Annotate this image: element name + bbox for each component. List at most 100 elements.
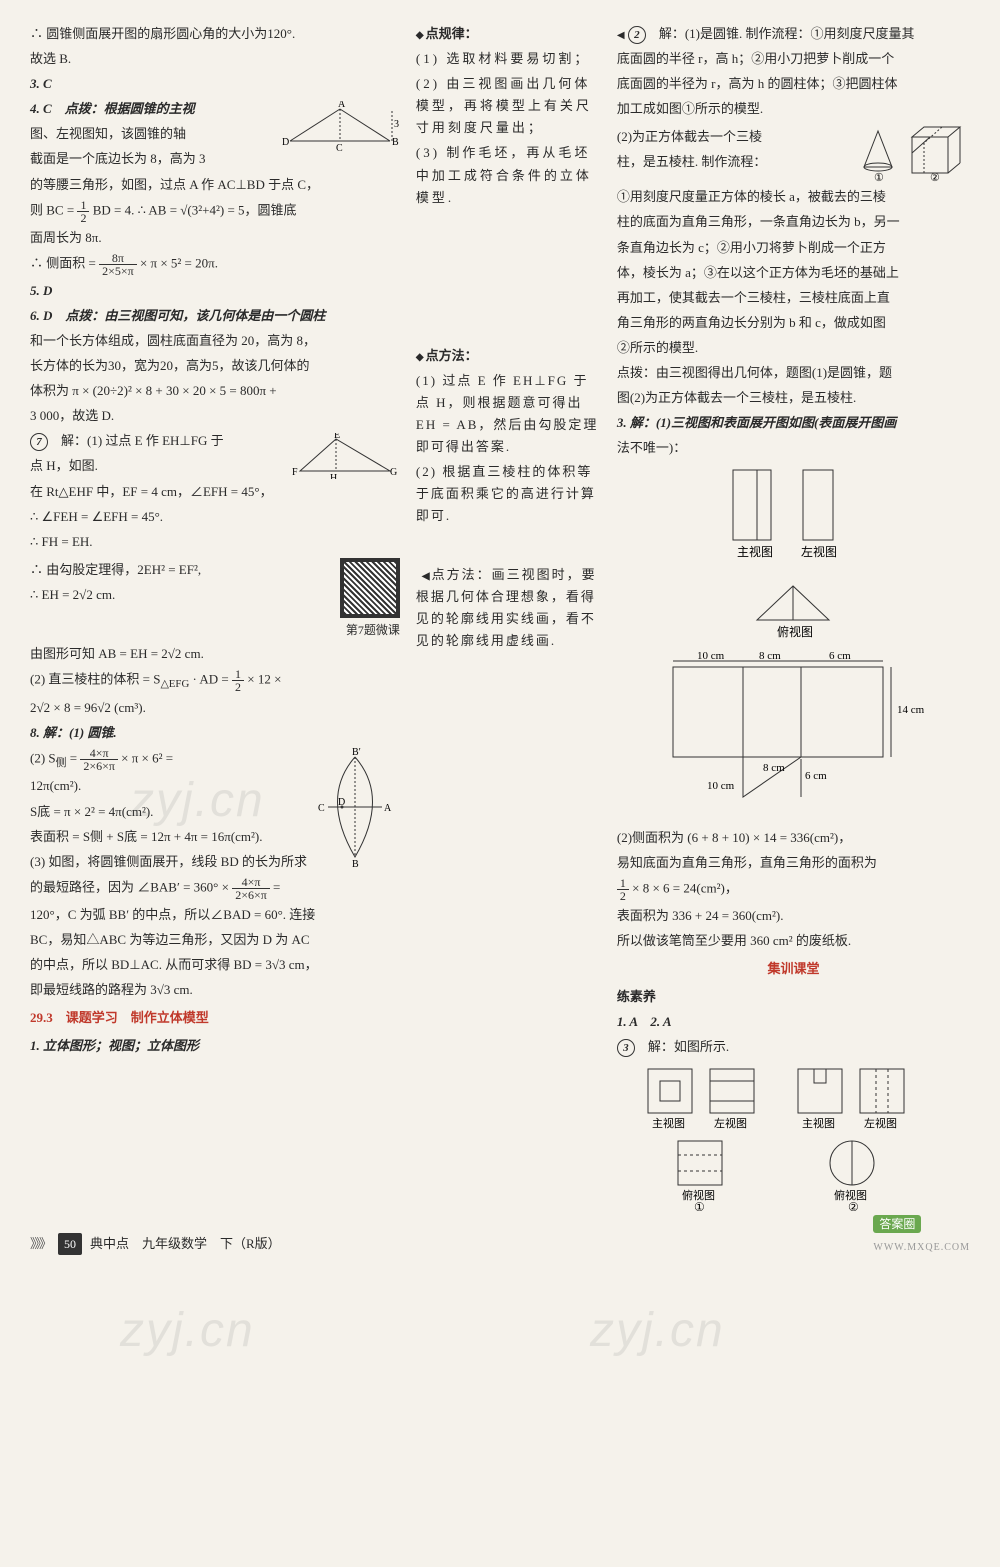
section-title: 29.3 课题学习 制作立体模型: [30, 1007, 400, 1029]
text: 底面圆的半径 r，高 h；②用小刀把萝卜削成一个: [617, 48, 970, 70]
watermark: zyj.cn: [590, 1290, 725, 1372]
text: 加工成如图①所示的模型.: [617, 98, 970, 120]
circled-3: 3: [617, 1039, 635, 1057]
q8: 8. 解：(1) 圆锥.: [30, 725, 117, 740]
svg-text:8 cm: 8 cm: [759, 650, 781, 662]
text: 则 BC = 12 BD = 4. ∴ AB = √(3²+4²) = 5，圆锥…: [30, 199, 400, 224]
q3: 3. 解：(1)三视图和表面展开图如图(表面展开图画: [617, 415, 897, 430]
net-figure: 10 cm 8 cm 6 cm 14 cm 8 cm 10 cm 6 cm: [617, 647, 970, 824]
svg-text:主视图: 主视图: [802, 1116, 835, 1130]
text: 长方体的长为30，宽为20，高为5，故该几何体的: [30, 355, 400, 377]
hint-text: (2) 由三视图画出几何体模型，再将模型上有关尺寸用刻度尺量出；: [416, 73, 601, 139]
text: 体积为 π × (20÷2)² × 8 + 30 × 20 × 5 = 800π…: [30, 380, 400, 402]
three-views: 主视图 左视图 俯视图: [617, 462, 970, 646]
text: 法不唯一)：: [617, 437, 970, 459]
text: 的中点，所以 BD⊥AC. 从而可求得 BD = 3√3 cm，: [30, 954, 400, 976]
text: 由图形可知 AB = EH = 2√2 cm.: [30, 643, 400, 665]
svg-text:E: E: [334, 433, 340, 441]
svg-text:左视图: 左视图: [864, 1116, 897, 1130]
qr-caption: 第7题微课: [30, 620, 400, 640]
text: 的等腰三角形，如图，过点 A 作 AC⊥BD 于点 C，: [30, 174, 400, 196]
svg-text:10 cm: 10 cm: [707, 780, 735, 792]
svg-text:C: C: [336, 143, 343, 151]
svg-text:H: H: [330, 473, 337, 479]
svg-text:左视图: 左视图: [801, 544, 837, 559]
svg-text:A: A: [384, 803, 392, 814]
text: 120°，C 为弧 BB′ 的中点，所以∠BAD = 60°. 连接: [30, 904, 400, 926]
text: ②所示的模型.: [617, 337, 970, 359]
footer-title: 典中点 九年级数学 下（R版）: [90, 1233, 281, 1255]
q4: 4. C 点拨：根据圆锥的主视: [30, 101, 195, 116]
svg-text:D: D: [282, 137, 289, 148]
svg-text:②: ②: [930, 172, 940, 183]
svg-text:C: C: [318, 803, 325, 814]
site-logo: 答案圈 WWW.MXQE.COM: [873, 1213, 970, 1257]
svg-text:F: F: [292, 467, 298, 478]
text: 底面圆的半径为 r，高为 h 的圆柱体；③把圆柱体: [617, 73, 970, 95]
text: 点拨：由三视图得出几何体，题图(1)是圆锥，题: [617, 365, 892, 380]
text: 2√2 × 8 = 96√2 (cm³).: [30, 697, 400, 719]
text: 表面积为 336 + 24 = 360(cm²).: [617, 905, 970, 927]
svg-text:主视图: 主视图: [652, 1116, 685, 1130]
text: 易知底面为直角三角形，直角三角形的面积为: [617, 852, 970, 874]
s1: 1. 立体图形；视图；立体图形: [30, 1038, 199, 1053]
text: 图(2)为正方体截去一个三棱柱，是五棱柱.: [617, 387, 970, 409]
text: ∴ ∠FEH = ∠EFH = 45°.: [30, 506, 400, 528]
q6: 6. D 点拨：由三视图可知，该几何体是由一个圆柱: [30, 308, 325, 323]
text: 和一个长方体组成，圆柱底面直径为 20，高为 8，: [30, 330, 400, 352]
svg-text:俯视图: 俯视图: [777, 624, 813, 639]
text: 在 Rt△EHF 中，EF = 4 cm，∠EFH = 45°，: [30, 481, 400, 503]
svg-text:B: B: [352, 859, 359, 867]
page-footer: 》》》 50 典中点 九年级数学 下（R版）: [0, 1229, 1000, 1271]
hint-text: (2) 根据直三棱柱的体积等于底面积乘它的高进行计算即可.: [416, 461, 601, 527]
hint-text: (1) 选取材料要易切割；: [416, 48, 601, 70]
svg-text:①: ①: [874, 172, 884, 183]
text: 所以做该笔筒至少要用 360 cm² 的废纸板.: [617, 930, 970, 952]
left-column: ∴ 圆锥侧面展开图的扇形圆心角的大小为120°. 故选 B. 3. C 4. C…: [30, 20, 400, 1219]
qr-code: [340, 558, 400, 618]
triangle-figure: A D B C 8 3: [280, 101, 400, 151]
text: ①用刻度尺度量正方体的棱长 a，被截去的三棱: [617, 186, 970, 208]
svg-text:8 cm: 8 cm: [763, 762, 785, 774]
solids-figure: ① ②: [860, 123, 970, 183]
text: 故选 B.: [30, 48, 400, 70]
triangle-efg: E F H G: [290, 433, 400, 479]
circled-7: 7: [30, 433, 48, 451]
svg-text:②: ②: [848, 1200, 859, 1211]
text: 12 × 8 × 6 = 24(cm²)，: [617, 877, 970, 902]
text: ∴ 圆锥侧面展开图的扇形圆心角的大小为120°.: [30, 23, 400, 45]
text: (2)侧面积为 (6 + 8 + 10) × 14 = 336(cm²)，: [617, 827, 970, 849]
middle-column: 点规律： (1) 选取材料要易切割； (2) 由三视图画出几何体模型，再将模型上…: [416, 20, 601, 1219]
text: 条直角边长为 c；②用小刀将萝卜削成一个正方: [617, 237, 970, 259]
text: 再加工，使其截去一个三棱柱，三棱柱底面上直: [617, 287, 970, 309]
svg-text:6 cm: 6 cm: [829, 650, 851, 662]
svg-text:B: B: [392, 137, 399, 148]
svg-text:主视图: 主视图: [737, 544, 773, 559]
text: (2) 直三棱柱的体积 = S△EFG · AD = 12 × 12 ×: [30, 668, 400, 693]
text: 截面是一个底边长为 8，高为 3: [30, 148, 400, 170]
footer-arrows: 》》》: [30, 1233, 50, 1255]
hint-text: 点方法：画三视图时，要根据几何体合理想象，看得见的轮廓线用实线画，看不见的轮廓线…: [416, 564, 601, 652]
page-number: 50: [58, 1233, 82, 1255]
svg-text:左视图: 左视图: [714, 1116, 747, 1130]
text: 3 000，故选 D.: [30, 405, 400, 427]
text: 柱的底面为直角三角形，一条直角边长为 b，另一: [617, 211, 970, 233]
sub-heading: 练素养: [617, 989, 656, 1004]
text: 体，棱长为 a；③在以这个正方体为毛坯的基础上: [617, 262, 970, 284]
svg-text:G: G: [390, 467, 397, 478]
text: 即最短线路的路程为 3√3 cm.: [30, 979, 400, 1001]
svg-text:3: 3: [394, 119, 399, 130]
text: 的最短路径，因为 ∠BAB′ = 360° × 4×π2×6×π =: [30, 876, 400, 901]
q5: 5. D: [30, 283, 52, 298]
text: ∴ 侧面积 = 8π2×5×π × π × 5² = 20π.: [30, 252, 400, 277]
q3: 3. C: [30, 73, 400, 95]
views-grid: 主视图左视图 主视图左视图 俯视图俯视图 ①②: [617, 1061, 970, 1218]
svg-text:D: D: [338, 797, 345, 808]
circled-2: 2: [628, 26, 646, 44]
section-heading: 集训课堂: [617, 958, 970, 980]
svg-text:B′: B′: [352, 747, 361, 758]
hint-title: 点方法：: [416, 345, 601, 367]
svg-text:14 cm: 14 cm: [897, 704, 925, 716]
hint-text: (3) 制作毛坯，再从毛坯中加工成符合条件的立体模型.: [416, 142, 601, 208]
text: BC，易知△ABC 为等边三角形，又因为 D 为 AC: [30, 929, 400, 951]
